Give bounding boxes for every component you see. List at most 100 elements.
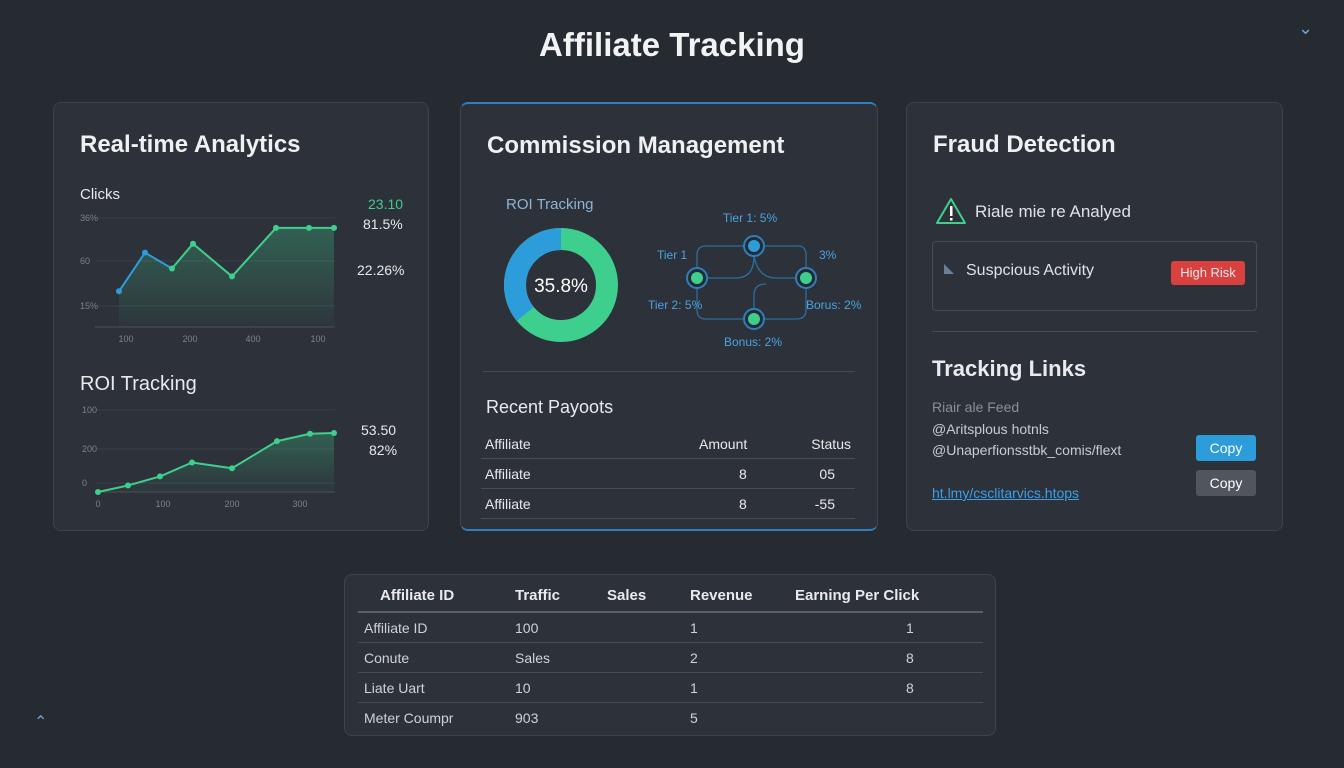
roi-stat-1: 53.50 [361,422,397,438]
series-segment [276,432,311,443]
divider [932,331,1257,332]
y-tick-label: 15% [80,301,98,311]
col-revenue: Revenue [690,587,753,604]
data-point[interactable] [331,224,337,231]
table-cell: 1 [690,680,698,696]
series-segment [231,227,277,278]
data-point[interactable] [189,459,195,466]
table-row[interactable]: Meter Coumpr 903 5 [358,703,983,733]
series-segment [171,243,194,270]
series-segment [191,461,233,470]
cell: Affiliate [485,466,531,482]
area-fill [119,227,334,327]
fraud-title: Fraud Detection [933,131,1116,158]
clicks-stat-green: 23.10 [368,196,404,212]
payout-row[interactable]: Affiliate 8 -55 [481,489,855,519]
table-cell: Affiliate ID [364,620,428,636]
x-tick-label: 300 [292,499,307,509]
divider [483,371,855,372]
high-risk-badge: High Risk [1171,261,1245,285]
tier-node-dot [748,313,760,325]
table-cell: 1 [906,620,914,636]
data-point[interactable] [307,430,313,437]
donut-segment-blue [504,228,618,342]
copy-button-secondary[interactable]: Copy [1196,470,1256,496]
tier-node-dot [800,272,812,284]
data-point[interactable] [229,273,235,280]
commission-visuals: 35.8% Tier 1: 5% Tier 1 3% Tier 2: 5% Bo… [504,211,862,349]
table-cell: 100 [515,620,539,636]
series-segment [159,461,193,478]
data-point[interactable] [306,224,312,231]
data-point[interactable] [125,482,131,489]
page-title: Affiliate Tracking [539,26,805,63]
cell: Affiliate [485,496,531,512]
data-point[interactable] [116,288,122,295]
table-cell: 8 [906,650,914,666]
tracking-links-title: Tracking Links [932,356,1087,381]
series-segment [118,252,146,292]
scroll-up-chevron-icon[interactable]: ⌃ [34,714,48,731]
fraud-card: Fraud Detection Riale mie re Analyed Sus… [906,102,1283,531]
data-point[interactable] [229,465,235,472]
header-status: Status [811,436,851,452]
header-affiliate: Affiliate [485,436,531,452]
tier-node-dot [748,240,760,252]
tier-node-dot [691,272,703,284]
y-tick-label: 60 [80,256,90,266]
data-point[interactable] [190,240,196,247]
tier-label-right-bottom: Borus: 2% [806,298,862,312]
affiliate-table-card: Affiliate ID Traffic Sales Revenue Earni… [344,574,996,736]
table-cell: 903 [515,710,539,726]
table-cell: 10 [515,680,531,696]
y-tick-label: 0 [82,478,87,488]
tracking-link[interactable]: ht.lmy/csclitarvics.htops [932,485,1080,501]
table-cell: Meter Coumpr [364,710,454,726]
copy-button-primary[interactable]: Copy [1196,435,1256,461]
clicks-stat-2: 22.26% [357,262,405,278]
table-cell: Conute [364,650,410,666]
activity-label: Suspcious Activity [966,262,1095,279]
col-affiliate-id: Affiliate ID [380,587,455,604]
table-cell: 5 [690,710,698,726]
cell: 8 [739,496,747,512]
cell: 8 [739,466,747,482]
payout-row[interactable]: Affiliate 8 05 [481,459,855,489]
y-tick-label: 100 [82,405,97,415]
cell: -55 [814,496,835,512]
x-tick-label: 100 [118,334,133,344]
tier-label-right: 3% [819,248,837,262]
x-tick-label: 200 [182,334,197,344]
collapse-chevron-icon[interactable]: ⌄ [1298,18,1314,38]
col-traffic: Traffic [515,587,561,604]
x-tick-label: 200 [224,499,239,509]
commission-card: Commission Management ROI Tracking Recen… [460,102,878,531]
data-point[interactable] [169,265,175,272]
roi-label: ROI Tracking [80,373,197,395]
data-point[interactable] [274,438,280,445]
data-point[interactable] [157,473,163,480]
data-point[interactable] [273,224,279,231]
series-segment [144,251,173,270]
y-tick-label: 36% [80,213,98,223]
data-point[interactable] [142,249,148,256]
roi-stat-2: 82% [369,442,398,458]
handle-line-2: @Unaperfionsstbk_comis/flext [932,442,1122,458]
table-row[interactable]: Affiliate ID 100 1 1 [358,613,983,643]
payouts-title: Recent Payoots [486,397,614,417]
col-sales: Sales [607,587,647,604]
tier-label-left-bottom: Tier 2: 5% [648,298,703,312]
data-point[interactable] [95,489,101,495]
x-tick-label: 0 [95,499,100,509]
y-tick-label: 200 [82,444,97,454]
x-tick-label: 400 [245,334,260,344]
analytics-title: Real-time Analytics [80,131,301,158]
data-point[interactable] [331,429,337,436]
table-cell: 1 [690,620,698,636]
clicks-label: Clicks [80,186,120,203]
table-row[interactable]: Conute Sales 2 8 [358,643,983,673]
suspicious-activity-box[interactable]: Suspcious Activity High Risk [932,241,1257,311]
table-row[interactable]: Liate Uart 10 1 8 [358,673,983,703]
clicks-stat-1: 81.5% [363,216,403,232]
tier-label-top: Tier 1: 5% [723,211,778,225]
